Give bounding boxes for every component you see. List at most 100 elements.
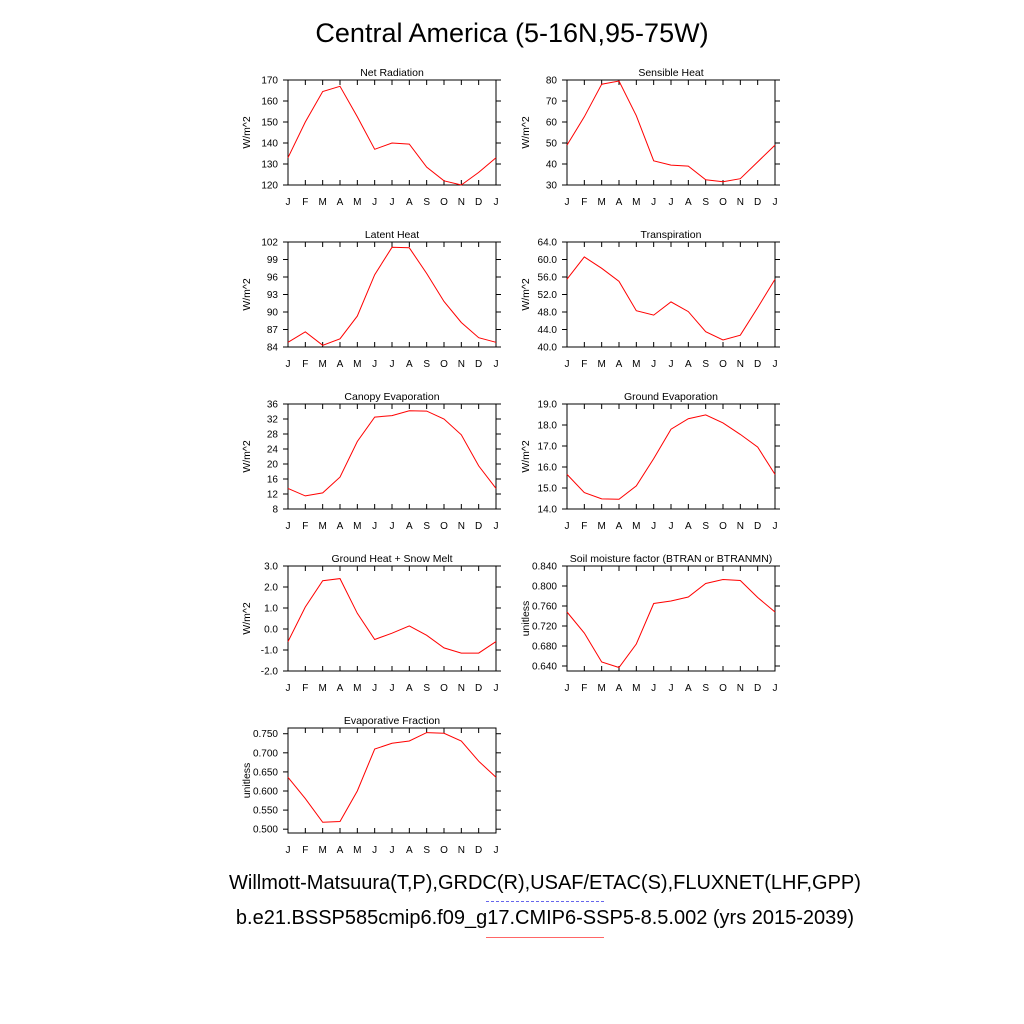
- x-tick-label: F: [302, 197, 308, 208]
- series-line-1: [287, 246, 497, 346]
- y-tick-label: 28: [267, 430, 279, 441]
- y-tick-label: 16.0: [538, 463, 558, 474]
- series-line-1: [566, 80, 776, 183]
- plot-frame: [566, 79, 776, 186]
- x-tick-label: J: [773, 359, 778, 370]
- y-tick-label: 64.0: [538, 238, 558, 249]
- y-axis-label: W/m^2: [241, 602, 253, 635]
- y-tick-label: 0.800: [532, 582, 557, 593]
- x-tick-label: S: [423, 521, 430, 532]
- panel-title: Ground Heat + Snow Melt: [331, 553, 452, 565]
- x-tick-label: J: [669, 359, 674, 370]
- x-tick-label: J: [773, 521, 778, 532]
- y-axis-label: W/m^2: [520, 116, 532, 149]
- x-tick-label: D: [754, 521, 761, 532]
- panel-title: Transpiration: [641, 229, 702, 241]
- y-tick-label: 0.720: [532, 622, 557, 633]
- x-tick-label: A: [616, 197, 623, 208]
- y-tick-label: -1.0: [261, 646, 279, 657]
- y-tick-label: 0.650: [253, 767, 278, 778]
- x-tick-label: F: [581, 683, 587, 694]
- x-tick-label: M: [353, 845, 361, 856]
- series-line-1: [287, 732, 497, 823]
- x-tick-label: A: [337, 521, 344, 532]
- x-tick-label: M: [318, 197, 326, 208]
- x-tick-label: M: [353, 197, 361, 208]
- y-axis-label: unitless: [520, 601, 532, 637]
- x-tick-label: M: [318, 845, 326, 856]
- y-tick-label: 2.0: [264, 583, 278, 594]
- y-tick-label: -2.0: [261, 667, 279, 678]
- y-tick-label: 50: [546, 139, 558, 150]
- panel-title: Latent Heat: [365, 229, 419, 241]
- x-tick-label: F: [302, 683, 308, 694]
- y-axis-label: W/m^2: [520, 278, 532, 311]
- x-tick-label: J: [286, 845, 291, 856]
- y-tick-label: 96: [267, 273, 279, 284]
- y-axis-label: W/m^2: [241, 278, 253, 311]
- x-tick-label: A: [406, 197, 413, 208]
- x-tick-label: J: [651, 521, 656, 532]
- x-tick-label: J: [494, 197, 499, 208]
- y-tick-label: 20: [267, 460, 279, 471]
- legend-model-swatch: [486, 937, 604, 938]
- page-title: Central America (5-16N,95-75W): [315, 18, 709, 48]
- y-tick-label: 170: [261, 76, 278, 87]
- y-tick-label: 40.0: [538, 343, 558, 354]
- x-tick-label: J: [494, 359, 499, 370]
- x-tick-label: N: [737, 359, 744, 370]
- x-tick-label: S: [702, 521, 709, 532]
- x-tick-label: D: [475, 359, 482, 370]
- y-tick-label: 18.0: [538, 421, 558, 432]
- x-tick-label: J: [651, 683, 656, 694]
- x-tick-label: O: [719, 197, 727, 208]
- y-tick-label: 150: [261, 118, 278, 129]
- x-tick-label: F: [302, 359, 308, 370]
- panel-title: Sensible Heat: [638, 67, 703, 79]
- panel-title: Canopy Evaporation: [344, 391, 439, 403]
- x-tick-label: M: [597, 359, 605, 370]
- y-tick-label: 0.0: [264, 625, 278, 636]
- x-tick-label: M: [597, 197, 605, 208]
- y-tick-label: 60: [546, 118, 558, 129]
- x-tick-label: J: [494, 683, 499, 694]
- x-tick-label: J: [390, 197, 395, 208]
- y-axis-label: W/m^2: [241, 440, 253, 473]
- x-tick-label: J: [565, 197, 570, 208]
- x-tick-label: S: [423, 845, 430, 856]
- x-tick-label: J: [390, 521, 395, 532]
- x-tick-label: J: [565, 521, 570, 532]
- y-tick-label: 84: [267, 343, 279, 354]
- x-tick-label: J: [372, 845, 377, 856]
- x-tick-label: J: [773, 197, 778, 208]
- x-tick-label: J: [286, 683, 291, 694]
- series-line-1: [566, 256, 776, 341]
- x-tick-label: A: [616, 683, 623, 694]
- x-tick-label: F: [581, 197, 587, 208]
- x-tick-label: J: [390, 359, 395, 370]
- x-tick-label: A: [406, 845, 413, 856]
- y-tick-label: 16: [267, 475, 279, 486]
- x-tick-label: J: [286, 197, 291, 208]
- x-tick-label: J: [565, 683, 570, 694]
- x-tick-label: A: [337, 683, 344, 694]
- x-tick-label: J: [651, 197, 656, 208]
- x-tick-label: A: [616, 359, 623, 370]
- x-tick-label: M: [597, 683, 605, 694]
- series-line-1: [566, 414, 776, 500]
- panel-8: Soil moisture factor (BTRAN or BTRANMN) u…: [520, 553, 780, 694]
- panel-title: Evaporative Fraction: [344, 715, 440, 727]
- x-tick-label: O: [440, 197, 448, 208]
- x-tick-label: A: [406, 683, 413, 694]
- x-tick-label: A: [337, 359, 344, 370]
- panel-title: Net Radiation: [360, 67, 424, 79]
- x-tick-label: N: [458, 359, 465, 370]
- panel-title: Ground Evaporation: [624, 391, 718, 403]
